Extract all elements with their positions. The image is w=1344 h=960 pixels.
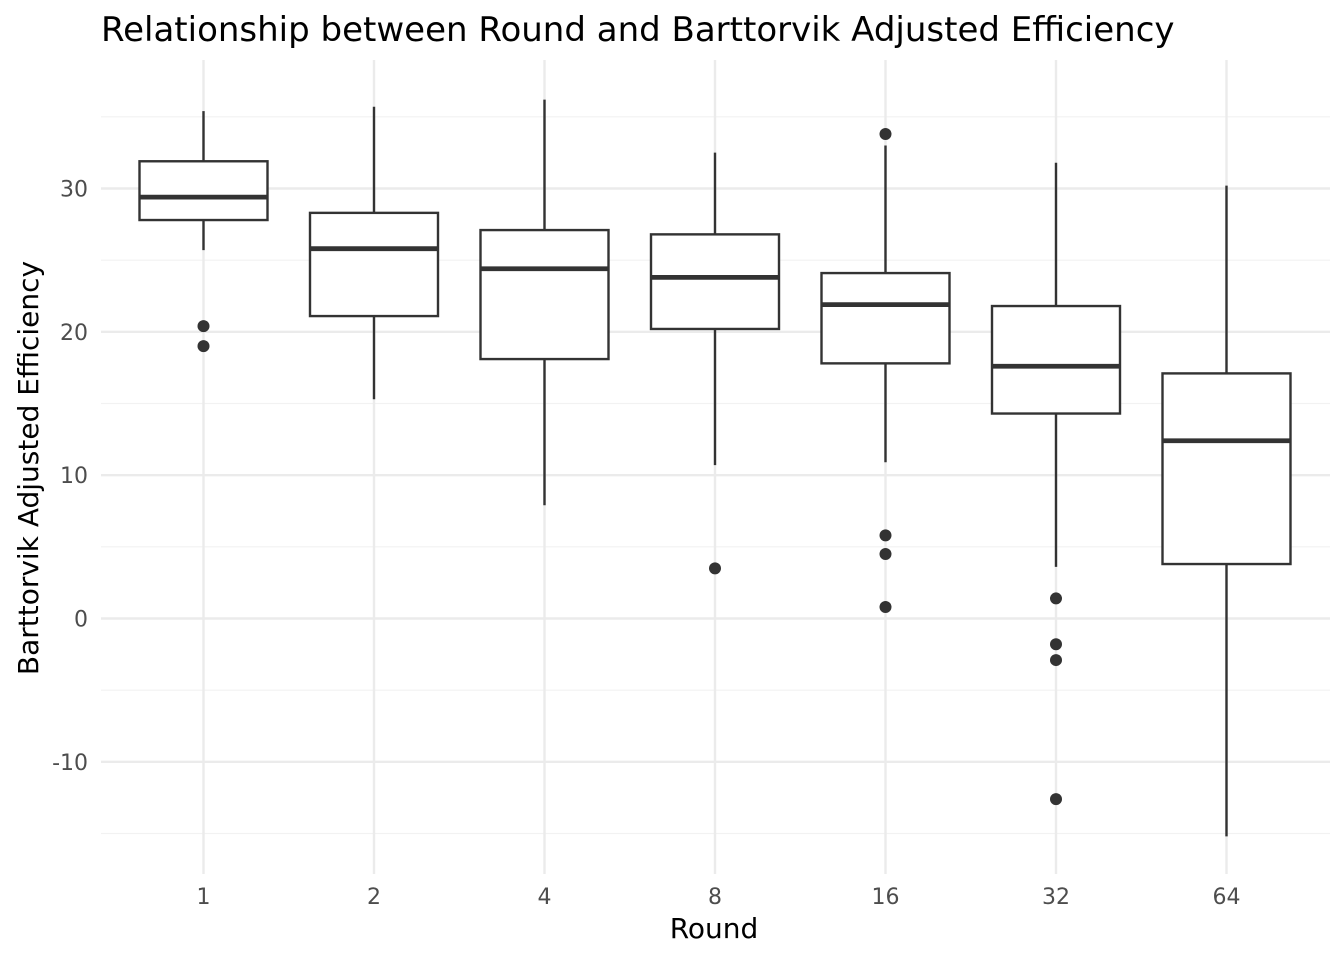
outlier-point [879, 529, 892, 542]
x-tick-label: 2 [367, 885, 381, 910]
x-tick-label: 1 [197, 885, 211, 910]
x-tick-label: 4 [538, 885, 552, 910]
box-64 [1161, 185, 1292, 837]
y-tick-label: -10 [52, 751, 88, 776]
y-tick-label: 30 [60, 178, 88, 203]
ticks-layer: -10 0 10 20 30 1 2 4 8 16 32 64 [52, 178, 1240, 910]
iqr-box [649, 233, 781, 331]
box-8 [649, 152, 781, 575]
outlier-point [197, 320, 210, 333]
x-tick-label: 8 [708, 885, 722, 910]
box-2 [308, 106, 440, 400]
box-1 [138, 111, 269, 353]
outlier-point [1050, 793, 1062, 806]
outlier-point [879, 128, 892, 141]
x-tick-label: 64 [1213, 885, 1241, 910]
outlier-point [879, 548, 892, 561]
boxes-layer [138, 99, 1292, 837]
outlier-point [879, 601, 892, 614]
x-tick-label: 16 [872, 885, 900, 910]
iqr-box [479, 228, 610, 361]
outlier-point [1050, 654, 1062, 667]
iqr-box [1161, 372, 1292, 566]
y-tick-label: 20 [60, 321, 88, 346]
y-tick-label: 10 [60, 464, 88, 489]
outlier-point [197, 340, 210, 353]
iqr-box [990, 304, 1122, 415]
box-4 [479, 99, 610, 506]
y-axis-title: Barttorvik Adjusted Efficiency [12, 261, 45, 675]
y-tick-label: 0 [74, 608, 88, 633]
outlier-point [1050, 592, 1062, 605]
box-32 [990, 162, 1122, 806]
box-16 [820, 128, 951, 614]
x-axis-title: Round [670, 912, 759, 945]
iqr-box [138, 160, 269, 222]
chart-title: Relationship between Round and Barttorvi… [101, 10, 1175, 50]
iqr-box [308, 211, 440, 318]
outlier-point [709, 562, 721, 575]
x-tick-label: 32 [1042, 885, 1070, 910]
iqr-box [820, 271, 951, 365]
outlier-point [1050, 638, 1062, 651]
